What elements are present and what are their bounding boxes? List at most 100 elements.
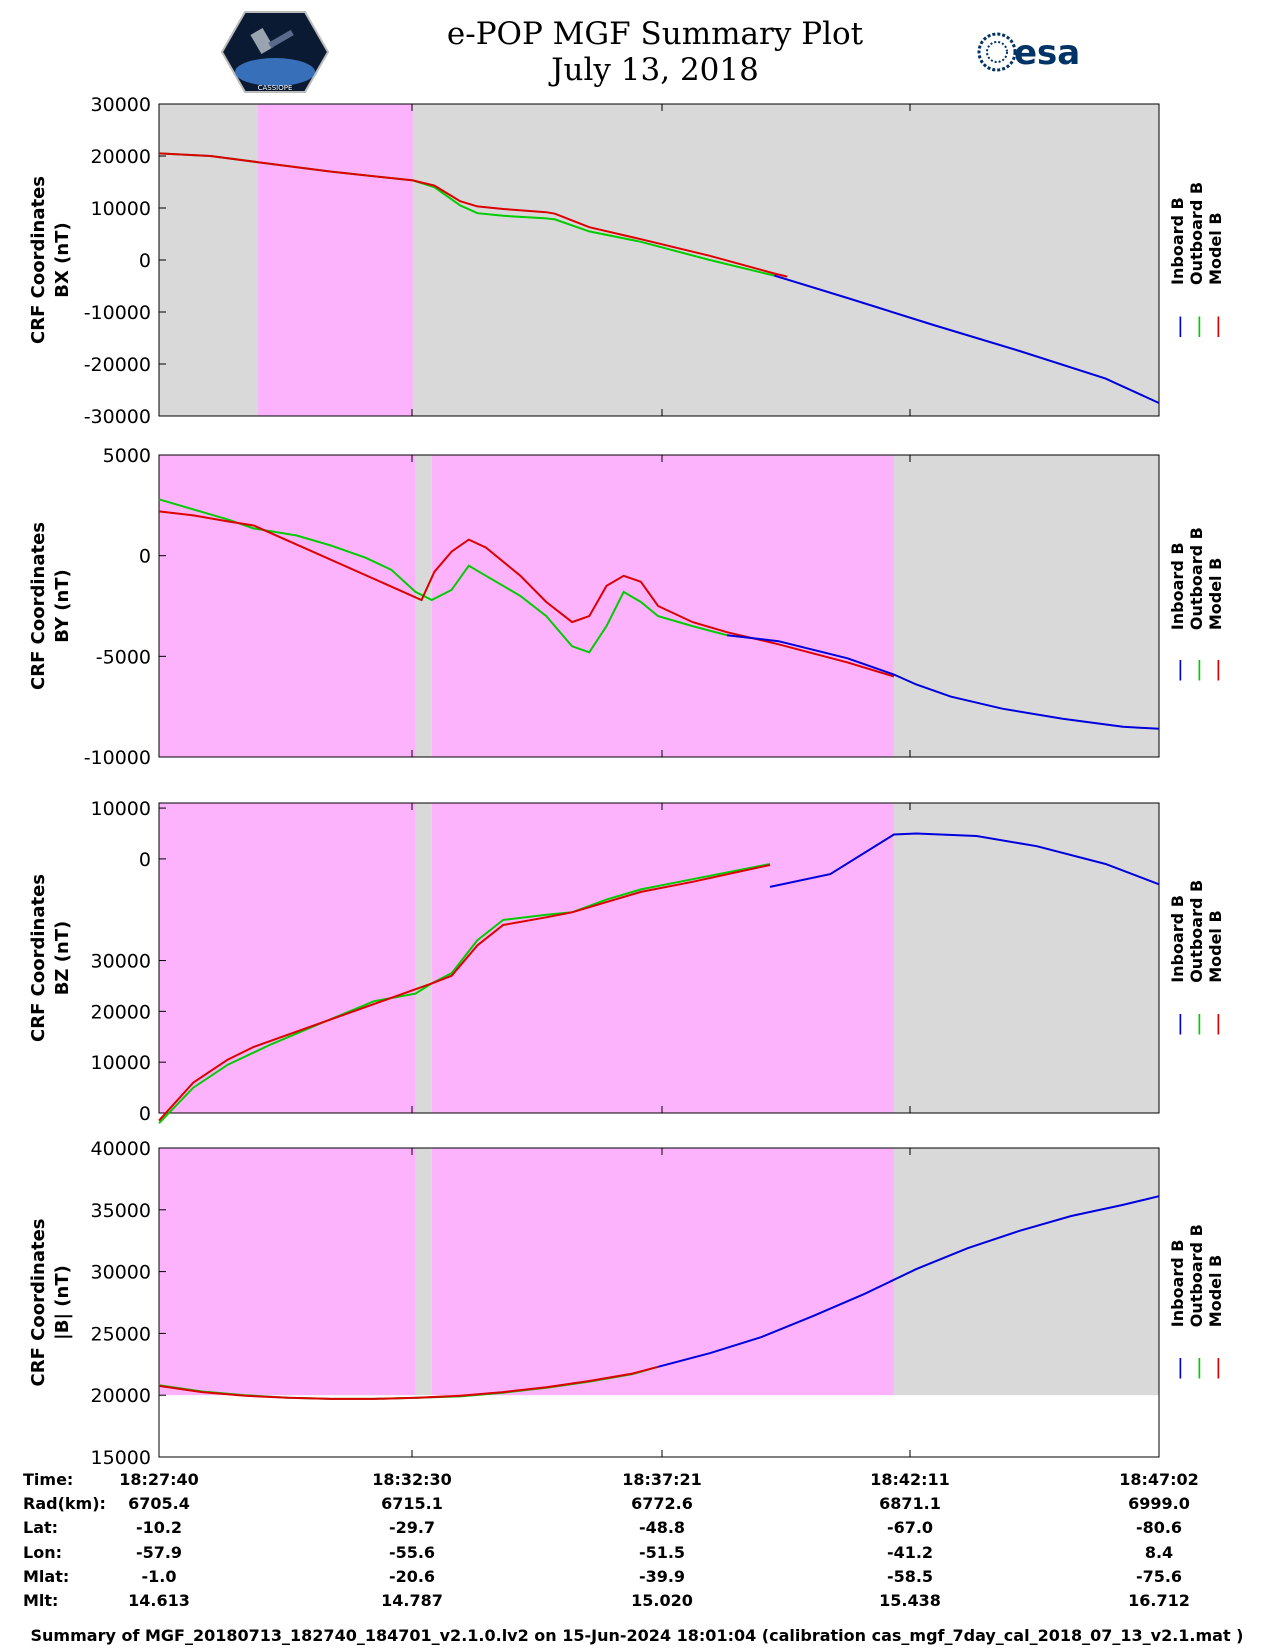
plot-frame bbox=[158, 802, 1160, 1114]
legend-swatch: | bbox=[1177, 313, 1184, 337]
series-model-b bbox=[158, 510, 895, 678]
legend-swatch: | bbox=[1177, 656, 1184, 680]
shade-band-4 bbox=[893, 803, 1159, 1113]
ephemeris-value: 18:32:30 bbox=[372, 1470, 452, 1489]
ephemeris-value: -58.5 bbox=[887, 1567, 933, 1586]
series-model-b bbox=[158, 864, 771, 1122]
y-tick-label: 20000 bbox=[91, 146, 151, 168]
esa-logo-text: esa bbox=[1014, 33, 1080, 73]
legend-swatch: | bbox=[1177, 1010, 1184, 1034]
ephemeris-value: 15.020 bbox=[631, 1591, 693, 1610]
ephemeris-row-label: Rad(km): bbox=[23, 1494, 106, 1513]
y-tick-label: 40000 bbox=[91, 1138, 151, 1160]
ephemeris-value: -10.2 bbox=[136, 1518, 182, 1537]
ephemeris-value: -57.9 bbox=[136, 1543, 182, 1562]
legend-swatch: | bbox=[1177, 1355, 1184, 1379]
shade-band-2 bbox=[257, 104, 413, 416]
plot-frame bbox=[158, 454, 1160, 758]
y-axis-label: BZ (nT) bbox=[52, 921, 73, 996]
shade-band-2 bbox=[415, 803, 432, 1113]
ephemeris-row-label: Time: bbox=[23, 1470, 73, 1489]
y-axis-label: BY (nT) bbox=[52, 569, 73, 643]
legend-swatch: | bbox=[1215, 1355, 1222, 1379]
legend-label: Model B bbox=[1206, 212, 1225, 284]
ephemeris-value: 6705.4 bbox=[128, 1494, 190, 1513]
y-tick-label: 10000 bbox=[91, 1052, 151, 1074]
ephemeris-value: -48.8 bbox=[639, 1518, 685, 1537]
ephemeris-value: 16.712 bbox=[1128, 1591, 1190, 1610]
y-tick-label: 25000 bbox=[91, 1323, 151, 1345]
panels-layer: 30000 20000 10000 0 -10000 -20000 -30000 CRF Co… bbox=[28, 94, 1225, 1469]
ephemeris-value: 18:47:02 bbox=[1119, 1470, 1199, 1489]
legend-swatch: | bbox=[1196, 1010, 1203, 1034]
y-tick-label: 0 bbox=[139, 250, 151, 272]
ephemeris-value: 6715.1 bbox=[381, 1494, 443, 1513]
legend-swatch: | bbox=[1215, 656, 1222, 680]
shade-band-3 bbox=[431, 803, 894, 1113]
series-inboard-b bbox=[726, 634, 1160, 730]
y-axis-label: CRF Coordinates bbox=[28, 1219, 49, 1387]
ephemeris-value: -41.2 bbox=[887, 1543, 933, 1562]
shade-band-1 bbox=[159, 803, 416, 1113]
y-tick-label: 35000 bbox=[91, 1200, 151, 1222]
shade-band-3 bbox=[431, 455, 894, 757]
ephemeris-value: -55.6 bbox=[389, 1543, 435, 1562]
ephemeris-value: -80.6 bbox=[1136, 1518, 1182, 1537]
shade-band-2 bbox=[415, 1148, 432, 1396]
ephemeris-value: -1.0 bbox=[142, 1567, 177, 1586]
shade-band-3 bbox=[431, 1148, 894, 1396]
legend-swatch: | bbox=[1215, 1010, 1222, 1034]
plot-date: July 13, 2018 bbox=[548, 52, 759, 88]
ephemeris-value: 18:42:11 bbox=[870, 1470, 950, 1489]
ephemeris-value: 18:37:21 bbox=[622, 1470, 702, 1489]
y-tick-label: 0 bbox=[139, 546, 151, 568]
legend-label: Outboard B bbox=[1187, 527, 1206, 630]
y-tick-label: 20000 bbox=[91, 1385, 151, 1407]
ephemeris-value: -29.7 bbox=[389, 1518, 435, 1537]
y-tick-label: 30000 bbox=[91, 1262, 151, 1284]
legend-swatch: | bbox=[1196, 313, 1203, 337]
ephemeris-value: -67.0 bbox=[887, 1518, 933, 1537]
ephemeris-value: 6772.6 bbox=[631, 1494, 693, 1513]
legend-label: Inboard B bbox=[1168, 895, 1187, 983]
y-tick-label: -30000 bbox=[84, 406, 151, 428]
cassiope-logo-text: CASSIOPE bbox=[258, 84, 293, 92]
y-tick-label: 15000 bbox=[91, 1447, 151, 1469]
ephemeris-row-label: Lat: bbox=[23, 1518, 58, 1537]
y-tick-label: 30000 bbox=[91, 951, 151, 973]
y-tick-label: -20000 bbox=[84, 354, 151, 376]
shade-band-2 bbox=[415, 455, 432, 757]
legend-label: Outboard B bbox=[1187, 880, 1206, 983]
y-tick-label: -10000 bbox=[84, 747, 151, 769]
series-outboard-b bbox=[158, 863, 771, 1124]
legend-label: Inboard B bbox=[1168, 197, 1187, 285]
legend-label: Outboard B bbox=[1187, 1224, 1206, 1327]
ephemeris-value: 18:27:40 bbox=[119, 1470, 199, 1489]
series-inboard-b bbox=[657, 1195, 1160, 1368]
legend-label: Model B bbox=[1206, 1255, 1225, 1327]
cassiope-logo: CASSIOPE bbox=[220, 11, 330, 93]
ephemeris-table: Time: Rad(km): Lat: Lon: Mlat: Mlt: 18:27:40 67… bbox=[23, 1470, 1199, 1610]
y-tick-label: 0 bbox=[139, 849, 151, 871]
ephemeris-value: 14.613 bbox=[128, 1591, 190, 1610]
ephemeris-row-label: Mlt: bbox=[23, 1591, 58, 1610]
panel-4: 40000 35000 30000 25000 20000 15000 CRF Coordi… bbox=[28, 1138, 1225, 1469]
y-tick-label: -5000 bbox=[96, 646, 151, 668]
y-tick-label: 5000 bbox=[103, 445, 151, 467]
panel-2: 5000 0 -5000 -10000 CRF Coordinates BY (nT) In… bbox=[28, 445, 1225, 769]
plot-title: e-POP MGF Summary Plot bbox=[447, 16, 864, 52]
legend-label: Model B bbox=[1206, 910, 1225, 982]
ephemeris-value: 15.438 bbox=[879, 1591, 941, 1610]
shade-band-4 bbox=[893, 455, 1159, 757]
y-axis-label: BX (nT) bbox=[52, 222, 73, 297]
legend-label: Outboard B bbox=[1187, 182, 1206, 285]
panel-3: 10000 0 30000 20000 10000 0 CRF Coordinates BZ … bbox=[28, 798, 1225, 1125]
y-tick-label: 0 bbox=[139, 1103, 151, 1125]
ephemeris-value: -51.5 bbox=[639, 1543, 685, 1562]
shade-band-1 bbox=[159, 1148, 416, 1396]
legend-swatch: | bbox=[1215, 313, 1222, 337]
y-axis-label: CRF Coordinates bbox=[28, 874, 49, 1042]
y-axis-label: CRF Coordinates bbox=[28, 522, 49, 690]
ephemeris-row-label: Mlat: bbox=[23, 1567, 69, 1586]
